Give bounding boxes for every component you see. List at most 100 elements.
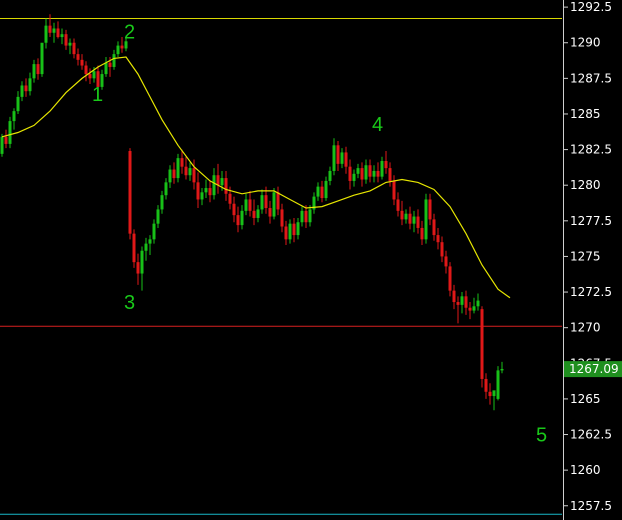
candlestick-series bbox=[0, 14, 504, 411]
candle-body bbox=[292, 223, 296, 236]
candle-body bbox=[216, 175, 220, 186]
candle-body bbox=[44, 25, 48, 43]
current-price-value: 1267.09 bbox=[569, 362, 619, 376]
candle-body bbox=[472, 306, 476, 311]
wave-labels: 1 2 3 4 5 bbox=[92, 21, 547, 446]
candle-body bbox=[288, 223, 292, 240]
candle-body bbox=[360, 168, 364, 180]
y-tick-label: 1290 bbox=[570, 36, 601, 50]
candle-body bbox=[392, 180, 396, 200]
candle-body bbox=[476, 300, 480, 307]
candle-body bbox=[100, 74, 104, 87]
candle-body bbox=[196, 182, 200, 200]
y-tick-label: 1287.5 bbox=[570, 71, 612, 85]
candle-body bbox=[88, 74, 92, 79]
candle-body bbox=[156, 209, 160, 224]
candle-body bbox=[72, 42, 76, 55]
candle-body bbox=[172, 169, 176, 179]
horizontal-levels bbox=[0, 18, 562, 515]
candle-body bbox=[416, 216, 420, 228]
candle-body bbox=[460, 296, 464, 305]
candle-body bbox=[56, 28, 60, 38]
candle-body bbox=[428, 199, 432, 220]
candle-body bbox=[356, 168, 360, 174]
candle-body bbox=[364, 165, 368, 180]
candle-body bbox=[148, 239, 152, 244]
candle-body bbox=[480, 309, 484, 379]
candle-body bbox=[228, 193, 232, 204]
candle-body bbox=[128, 151, 132, 234]
candle-body bbox=[180, 158, 184, 167]
candle-body bbox=[448, 266, 452, 291]
y-tick-label: 1275 bbox=[570, 249, 601, 263]
candle-body bbox=[40, 42, 44, 75]
candle-body bbox=[404, 213, 408, 220]
candle-body bbox=[24, 85, 28, 92]
wave-label-4: 4 bbox=[372, 114, 383, 136]
candle-body bbox=[192, 168, 196, 183]
candle-body bbox=[488, 391, 492, 397]
candle-body bbox=[244, 199, 248, 211]
y-tick-label: 1265 bbox=[570, 392, 601, 406]
candle-body bbox=[68, 42, 72, 46]
wave-label-5: 5 bbox=[536, 425, 547, 447]
candle-body bbox=[248, 199, 252, 211]
candle-body bbox=[92, 71, 96, 79]
candle-body bbox=[496, 370, 500, 399]
candle-body bbox=[64, 34, 68, 46]
candle-body bbox=[224, 178, 228, 194]
y-tick-label: 1257.5 bbox=[570, 499, 612, 513]
candle-body bbox=[492, 390, 496, 397]
candle-body bbox=[304, 210, 308, 223]
candle-body bbox=[384, 160, 388, 169]
candle-body bbox=[252, 210, 256, 218]
candle-body bbox=[264, 195, 268, 208]
candle-body bbox=[336, 145, 340, 164]
candle-body bbox=[160, 195, 164, 210]
y-tick-label: 1272.5 bbox=[570, 285, 612, 299]
candle-body bbox=[388, 168, 392, 181]
candle-body bbox=[284, 226, 288, 240]
candle-body bbox=[432, 219, 436, 236]
candle-body bbox=[136, 262, 140, 274]
candle-body bbox=[112, 54, 116, 67]
candle-body bbox=[0, 136, 4, 154]
candle-body bbox=[20, 85, 24, 97]
y-tick-label: 1282.5 bbox=[570, 143, 612, 157]
candle-body bbox=[308, 209, 312, 223]
candle-body bbox=[116, 45, 120, 55]
moving-average-line bbox=[1, 56, 511, 299]
candle-body bbox=[204, 188, 208, 193]
candle-body bbox=[212, 175, 216, 196]
y-tick-label: 1280 bbox=[570, 178, 601, 192]
y-tick-label: 1262.5 bbox=[570, 428, 612, 442]
candle-body bbox=[16, 96, 20, 112]
candle-body bbox=[120, 45, 124, 49]
candle-body bbox=[240, 210, 244, 226]
candle-body bbox=[344, 152, 348, 167]
candle-body bbox=[28, 78, 32, 92]
candle-body bbox=[408, 213, 412, 224]
candle-body bbox=[352, 173, 356, 181]
candle-body bbox=[176, 158, 180, 179]
candle-body bbox=[184, 166, 188, 176]
candle-body bbox=[500, 368, 504, 371]
candle-body bbox=[464, 296, 468, 308]
current-price-box bbox=[564, 361, 622, 378]
candle-body bbox=[320, 186, 324, 199]
candle-body bbox=[232, 203, 236, 216]
candle-body bbox=[468, 307, 472, 311]
candle-body bbox=[168, 169, 172, 183]
candle-body bbox=[332, 145, 336, 171]
candle-body bbox=[208, 188, 212, 196]
candle-body bbox=[80, 59, 84, 66]
candle-body bbox=[368, 165, 372, 177]
candle-body bbox=[328, 170, 332, 181]
candle-body bbox=[268, 208, 272, 217]
candle-body bbox=[272, 192, 276, 217]
candle-body bbox=[164, 182, 168, 196]
candle-body bbox=[76, 54, 80, 60]
candle-body bbox=[132, 233, 136, 263]
